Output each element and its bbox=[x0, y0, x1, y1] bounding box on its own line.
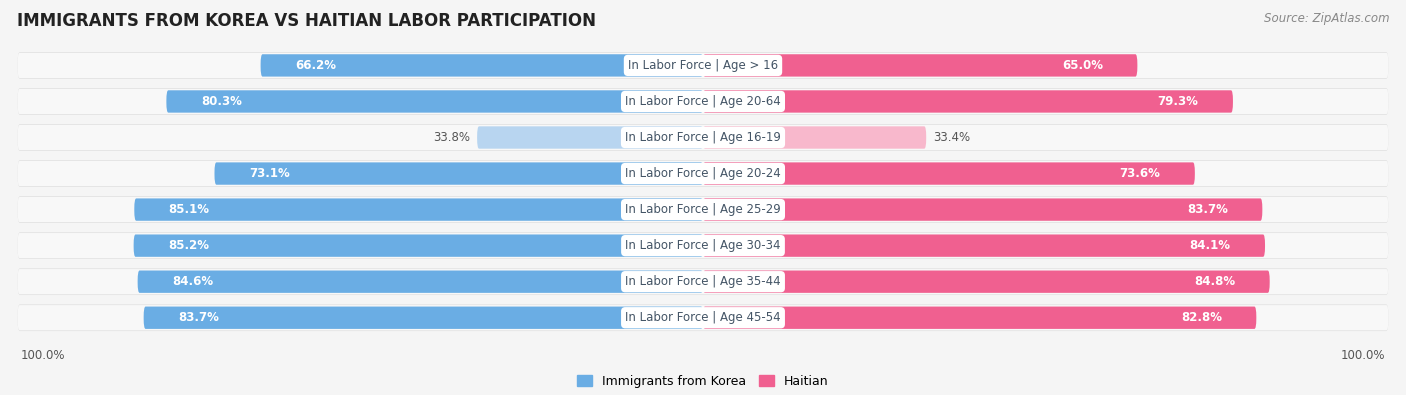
FancyBboxPatch shape bbox=[17, 268, 1389, 295]
FancyBboxPatch shape bbox=[138, 271, 703, 293]
FancyBboxPatch shape bbox=[17, 161, 1389, 186]
Text: 65.0%: 65.0% bbox=[1062, 59, 1102, 72]
Text: In Labor Force | Age 16-19: In Labor Force | Age 16-19 bbox=[626, 131, 780, 144]
Text: 84.1%: 84.1% bbox=[1189, 239, 1230, 252]
FancyBboxPatch shape bbox=[17, 305, 1389, 331]
Text: 73.1%: 73.1% bbox=[249, 167, 290, 180]
FancyBboxPatch shape bbox=[17, 88, 1389, 115]
FancyBboxPatch shape bbox=[17, 196, 1389, 223]
Text: In Labor Force | Age 25-29: In Labor Force | Age 25-29 bbox=[626, 203, 780, 216]
Text: 100.0%: 100.0% bbox=[21, 350, 66, 363]
FancyBboxPatch shape bbox=[260, 54, 703, 77]
Text: In Labor Force | Age 35-44: In Labor Force | Age 35-44 bbox=[626, 275, 780, 288]
FancyBboxPatch shape bbox=[703, 271, 1270, 293]
FancyBboxPatch shape bbox=[17, 125, 1389, 150]
FancyBboxPatch shape bbox=[703, 198, 1263, 221]
FancyBboxPatch shape bbox=[17, 269, 1389, 294]
Text: 83.7%: 83.7% bbox=[1187, 203, 1227, 216]
Text: 66.2%: 66.2% bbox=[295, 59, 336, 72]
FancyBboxPatch shape bbox=[17, 197, 1389, 222]
FancyBboxPatch shape bbox=[17, 52, 1389, 79]
Text: 73.6%: 73.6% bbox=[1119, 167, 1160, 180]
Text: 84.6%: 84.6% bbox=[172, 275, 214, 288]
Text: 85.2%: 85.2% bbox=[169, 239, 209, 252]
Text: 82.8%: 82.8% bbox=[1181, 311, 1222, 324]
Text: In Labor Force | Age 30-34: In Labor Force | Age 30-34 bbox=[626, 239, 780, 252]
FancyBboxPatch shape bbox=[477, 126, 703, 149]
FancyBboxPatch shape bbox=[135, 198, 703, 221]
FancyBboxPatch shape bbox=[17, 53, 1389, 78]
Text: In Labor Force | Age 20-24: In Labor Force | Age 20-24 bbox=[626, 167, 780, 180]
FancyBboxPatch shape bbox=[703, 54, 1137, 77]
FancyBboxPatch shape bbox=[17, 89, 1389, 114]
FancyBboxPatch shape bbox=[17, 305, 1389, 330]
Text: 79.3%: 79.3% bbox=[1157, 95, 1198, 108]
FancyBboxPatch shape bbox=[17, 233, 1389, 258]
FancyBboxPatch shape bbox=[703, 126, 927, 149]
Text: 80.3%: 80.3% bbox=[201, 95, 242, 108]
FancyBboxPatch shape bbox=[703, 162, 1195, 185]
FancyBboxPatch shape bbox=[703, 235, 1265, 257]
Text: Source: ZipAtlas.com: Source: ZipAtlas.com bbox=[1264, 12, 1389, 25]
Text: 85.1%: 85.1% bbox=[169, 203, 209, 216]
FancyBboxPatch shape bbox=[17, 232, 1389, 259]
Text: 33.8%: 33.8% bbox=[433, 131, 470, 144]
FancyBboxPatch shape bbox=[17, 124, 1389, 151]
Legend: Immigrants from Korea, Haitian: Immigrants from Korea, Haitian bbox=[572, 370, 834, 393]
Text: 84.8%: 84.8% bbox=[1194, 275, 1236, 288]
Text: 100.0%: 100.0% bbox=[1340, 350, 1385, 363]
Text: 33.4%: 33.4% bbox=[934, 131, 970, 144]
Text: In Labor Force | Age 45-54: In Labor Force | Age 45-54 bbox=[626, 311, 780, 324]
FancyBboxPatch shape bbox=[703, 307, 1257, 329]
Text: 83.7%: 83.7% bbox=[179, 311, 219, 324]
Text: IMMIGRANTS FROM KOREA VS HAITIAN LABOR PARTICIPATION: IMMIGRANTS FROM KOREA VS HAITIAN LABOR P… bbox=[17, 12, 596, 30]
FancyBboxPatch shape bbox=[143, 307, 703, 329]
FancyBboxPatch shape bbox=[134, 235, 703, 257]
FancyBboxPatch shape bbox=[703, 90, 1233, 113]
FancyBboxPatch shape bbox=[215, 162, 703, 185]
Text: In Labor Force | Age 20-64: In Labor Force | Age 20-64 bbox=[626, 95, 780, 108]
FancyBboxPatch shape bbox=[17, 160, 1389, 187]
Text: In Labor Force | Age > 16: In Labor Force | Age > 16 bbox=[628, 59, 778, 72]
FancyBboxPatch shape bbox=[166, 90, 703, 113]
